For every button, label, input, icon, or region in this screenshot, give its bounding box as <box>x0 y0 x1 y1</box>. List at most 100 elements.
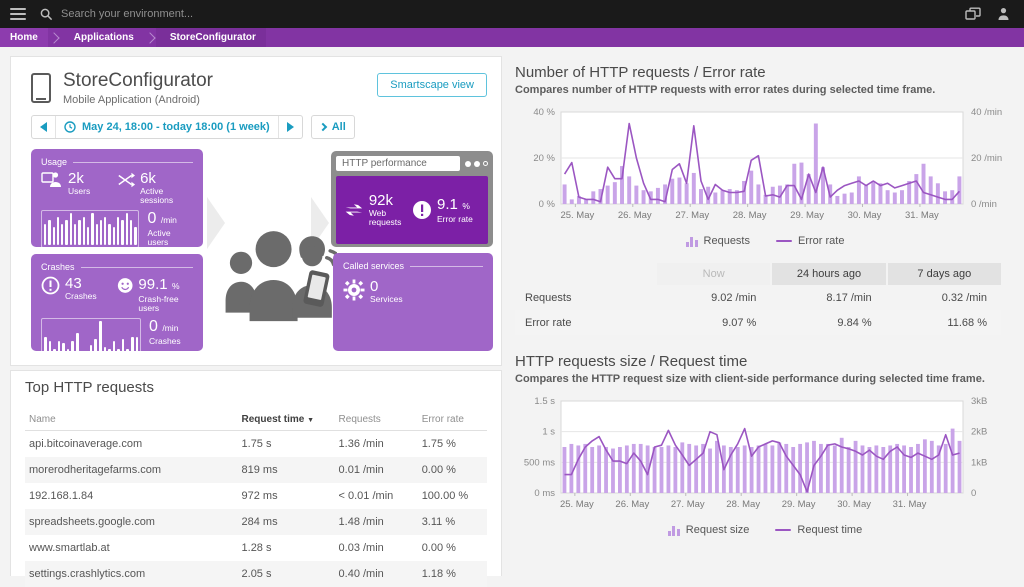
legend-request-time-label: Request time <box>797 524 863 536</box>
called-services-value: 0 <box>370 278 379 295</box>
crashes-count-label: Crashes <box>65 291 97 301</box>
all-filter-button[interactable]: All <box>312 116 354 138</box>
requests-now-value: 9.02 /min <box>711 291 757 304</box>
all-filter-group: All <box>310 115 355 139</box>
timeframe-prev-button[interactable] <box>32 116 55 138</box>
active-users-rate-label: Active users <box>147 228 171 247</box>
request-rate: < 0.01 /min <box>338 490 394 502</box>
svg-text:1.5 s: 1.5 s <box>534 396 555 407</box>
crashes-tile-title: Crashes <box>41 262 75 272</box>
request-error-rate: 3.11 % <box>417 509 487 535</box>
users-illustration <box>217 215 344 333</box>
table-row[interactable]: 192.168.1.84 972 ms < 0.01 /min 100.00 % <box>25 483 487 509</box>
called-services-tile[interactable]: Called services <box>333 253 493 351</box>
usage-tile[interactable]: Usage 2k Users <box>31 149 203 248</box>
chart1-subtitle: Compares number of HTTP requests with er… <box>515 84 936 96</box>
table-row[interactable]: morerodheritagefarms.com 819 ms 0.01 /mi… <box>25 457 487 483</box>
crash-free-value: 99.1 <box>138 276 168 293</box>
active-users-rate-value: 0 <box>147 210 157 227</box>
users-icon <box>41 172 61 187</box>
user-icon[interactable] <box>997 7 1010 21</box>
svg-text:500 ms: 500 ms <box>524 457 555 468</box>
svg-text:30. May: 30. May <box>837 499 871 510</box>
windows-icon[interactable] <box>965 7 981 21</box>
table-row[interactable]: api.bitcoinaverage.com 1.75 s 1.36 /min … <box>25 431 487 458</box>
column-header-request-time[interactable]: Request time ▼ <box>237 410 335 431</box>
breadcrumb-applications[interactable]: Applications <box>59 28 144 47</box>
column-header-requests[interactable]: Requests <box>334 410 418 431</box>
comparison-7d-button[interactable]: 7 days ago <box>887 263 1001 285</box>
sessions-icon <box>118 172 136 188</box>
breadcrumb-storeconfigurator[interactable]: StoreConfigurator <box>155 28 266 47</box>
svg-text:31. May: 31. May <box>905 210 939 221</box>
table-row[interactable]: spreadsheets.google.com 284 ms 1.48 /min… <box>25 509 487 535</box>
comparison-table: Now 24 hours ago 7 days ago Requests 9.0… <box>515 263 1001 335</box>
timeframe-button[interactable]: May 24, 18:00 - today 18:00 (1 week) <box>55 116 278 138</box>
column-header-request-time-label: Request time <box>241 414 305 425</box>
timeframe-next-button[interactable] <box>277 116 302 138</box>
request-error-rate: 1.18 % <box>417 561 487 587</box>
chevron-right-icon <box>144 31 156 44</box>
comparison-row-requests: Requests 9.02 /min 8.17 /min 0.32 /min <box>515 285 1001 310</box>
chart2-legend: Request size Request time <box>515 524 1015 536</box>
svg-text:27. May: 27. May <box>671 499 705 510</box>
svg-text:28. May: 28. May <box>733 210 767 221</box>
request-rate: 0.01 /min <box>334 457 418 483</box>
svg-text:40 %: 40 % <box>533 107 555 118</box>
bar-series-icon <box>667 525 680 536</box>
request-time: 972 ms <box>241 490 278 502</box>
svg-text:28. May: 28. May <box>726 499 760 510</box>
svg-text:0 %: 0 % <box>539 199 556 210</box>
usage-mini-bar-chart <box>41 210 140 248</box>
breadcrumb-home[interactable]: Home <box>0 28 48 47</box>
table-row[interactable]: www.smartlab.at 1.28 s 0.03 /min 0.00 % <box>25 535 487 561</box>
request-rate: 1.36 /min <box>338 438 384 450</box>
svg-text:27. May: 27. May <box>675 210 709 221</box>
sort-desc-icon: ▼ <box>307 417 315 424</box>
request-error-rate: 0.00 % <box>417 457 487 483</box>
column-header-name[interactable]: Name <box>25 410 238 431</box>
charts-column: Number of HTTP requests / Error rate Com… <box>515 56 1015 536</box>
svg-text:20 /min: 20 /min <box>971 153 1002 164</box>
arrow-right-icon <box>286 122 294 132</box>
search-input[interactable] <box>61 8 361 20</box>
chart1-title: Number of HTTP requests / Error rate <box>515 64 766 81</box>
users-value: 2k <box>68 170 84 187</box>
svg-text:40 /min: 40 /min <box>971 107 1002 118</box>
svg-text:26. May: 26. May <box>615 499 649 510</box>
comparison-24h-button[interactable]: 24 hours ago <box>772 263 886 285</box>
request-name: morerodheritagefarms.com <box>25 457 238 483</box>
http-performance-title: HTTP performance <box>336 156 460 171</box>
crash-alert-icon <box>41 276 60 295</box>
sessions-label: Active sessions <box>140 186 174 205</box>
arrow-left-icon <box>40 122 47 132</box>
size-request-time-chart[interactable]: 0 ms 500 ms 1 s 1.5 s 0 1kB 2kB 3kB 25. May 26. M… <box>515 395 1015 522</box>
table-row[interactable]: settings.crashlytics.com 2.05 s 0.40 /mi… <box>25 561 487 587</box>
chart2-subtitle: Compares the HTTP request size with clie… <box>515 373 985 385</box>
svg-text:29. May: 29. May <box>782 499 816 510</box>
svg-text:0 /min: 0 /min <box>971 199 997 210</box>
comparison-now-button[interactable]: Now <box>657 263 771 285</box>
active-users-rate-unit: /min <box>160 215 177 225</box>
menu-icon[interactable] <box>10 8 26 20</box>
breadcrumb: Home Applications StoreConfigurator <box>0 28 1024 47</box>
crashes-count-value: 43 <box>65 275 82 292</box>
requests-error-rate-chart[interactable]: 0 % 20 % 40 % 0 /min 20 /min 40 /min 25. May 26… <box>515 106 1015 233</box>
smartscape-view-button[interactable]: Smartscape view <box>377 73 487 97</box>
svg-text:26. May: 26. May <box>618 210 652 221</box>
svg-text:1kB: 1kB <box>971 457 987 468</box>
crashes-tile[interactable]: Crashes 43 Crashes <box>31 254 203 356</box>
requests-24h-value: 8.17 /min <box>826 291 872 304</box>
usage-tile-title: Usage <box>41 157 68 167</box>
svg-text:1 s: 1 s <box>542 427 555 438</box>
http-performance-tile[interactable]: HTTP performance 92k Web requests <box>331 151 493 247</box>
svg-text:30. May: 30. May <box>848 210 882 221</box>
error-rate-now-value: 9.07 % <box>722 316 757 329</box>
top-http-requests-title: Top HTTP requests <box>25 379 154 396</box>
crash-rate-label: Crashes <box>149 336 181 346</box>
column-header-error-rate[interactable]: Error rate <box>417 410 487 431</box>
request-rate: 1.48 /min <box>334 509 418 535</box>
svg-text:25. May: 25. May <box>560 499 594 510</box>
request-rate: 0.40 /min <box>334 561 418 587</box>
comparison-requests-label: Requests <box>525 291 572 304</box>
